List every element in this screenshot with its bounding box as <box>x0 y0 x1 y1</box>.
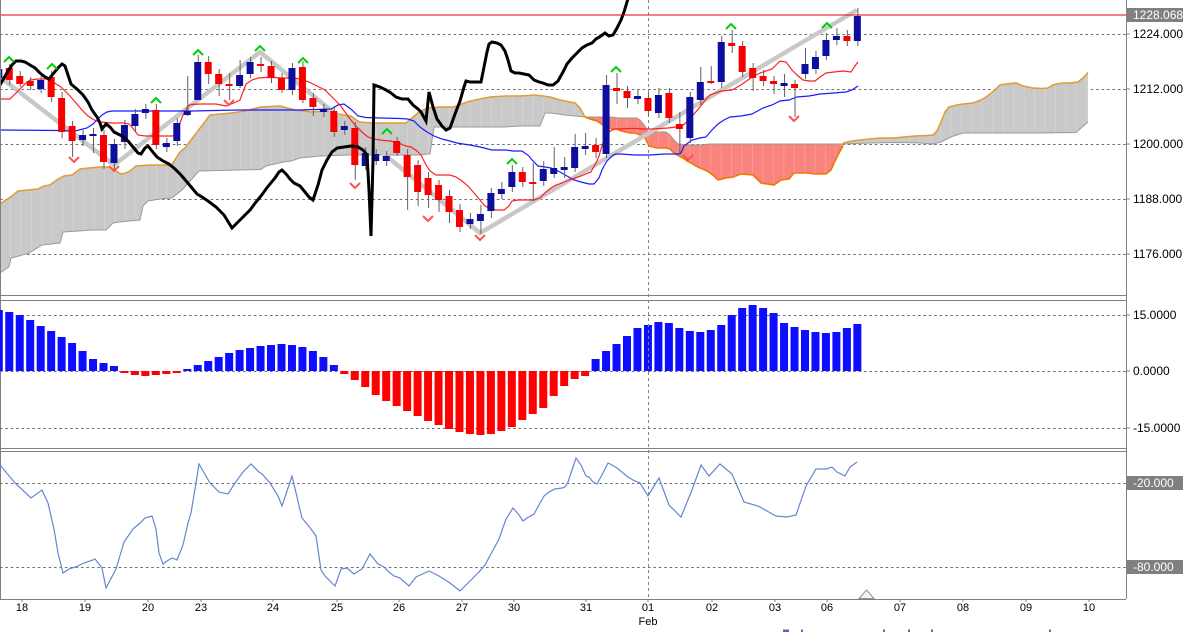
svg-text:15.0000: 15.0000 <box>1133 308 1177 322</box>
svg-text:18: 18 <box>16 602 28 614</box>
svg-text:-20.000: -20.000 <box>1133 476 1174 490</box>
svg-text:01: 01 <box>642 602 654 614</box>
svg-text:07: 07 <box>894 602 906 614</box>
svg-text:10: 10 <box>1083 602 1095 614</box>
svg-text:06: 06 <box>821 602 833 614</box>
svg-text:25: 25 <box>331 602 343 614</box>
svg-text:31: 31 <box>580 602 592 614</box>
svg-text:Feb: Feb <box>639 616 658 628</box>
svg-text:30: 30 <box>508 602 520 614</box>
svg-text:1188.000: 1188.000 <box>1133 192 1182 206</box>
svg-text:20: 20 <box>142 602 154 614</box>
svg-text:1200.000: 1200.000 <box>1133 137 1183 151</box>
svg-text:-80.000: -80.000 <box>1133 560 1174 574</box>
svg-text:1212.000: 1212.000 <box>1133 82 1183 96</box>
svg-text:08: 08 <box>957 602 969 614</box>
svg-text:24: 24 <box>267 602 279 614</box>
svg-text:1224.000: 1224.000 <box>1133 27 1183 41</box>
svg-text:09: 09 <box>1020 602 1032 614</box>
svg-text:02: 02 <box>706 602 718 614</box>
svg-text:19: 19 <box>79 602 91 614</box>
svg-text:1228.068: 1228.068 <box>1133 8 1183 22</box>
svg-text:0.0000: 0.0000 <box>1133 364 1170 378</box>
svg-text:-15.0000: -15.0000 <box>1133 421 1181 435</box>
svg-text:26: 26 <box>393 602 405 614</box>
svg-text:03: 03 <box>769 602 781 614</box>
svg-text:27: 27 <box>456 602 468 614</box>
svg-text:1176.000: 1176.000 <box>1133 247 1182 261</box>
svg-text:23: 23 <box>195 602 207 614</box>
